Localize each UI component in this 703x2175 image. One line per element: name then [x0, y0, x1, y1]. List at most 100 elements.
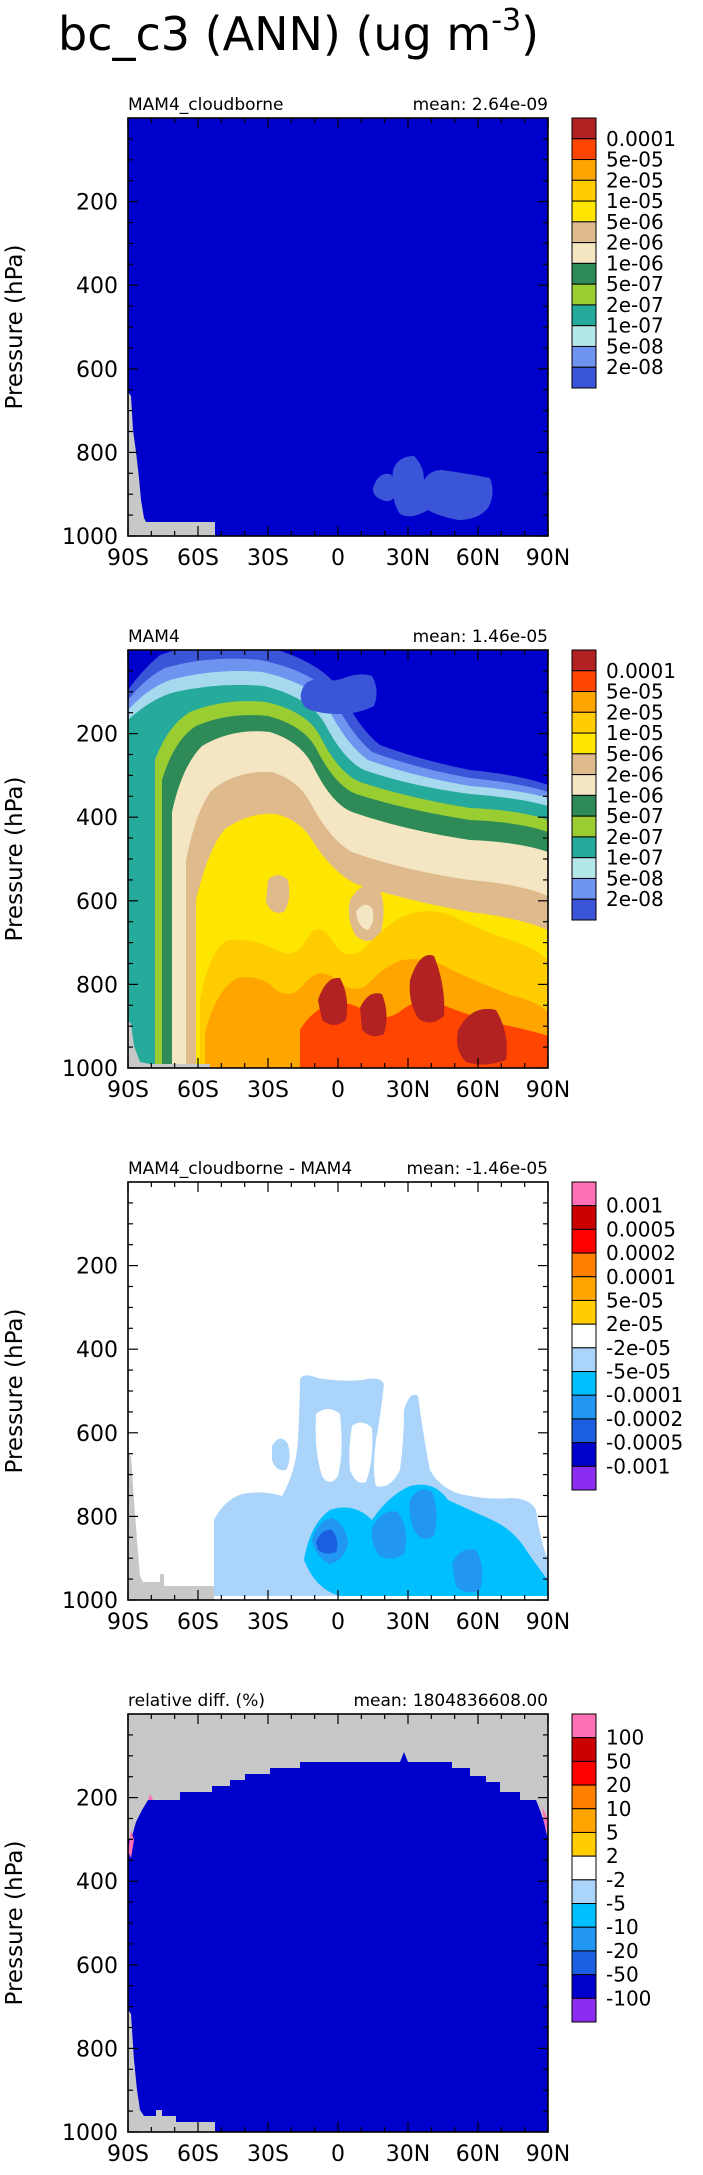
colorbar-label: 2e-06 — [606, 231, 664, 255]
colorbar-box — [571, 1394, 597, 1420]
panel-4-left-title: relative diff. (%) — [128, 1691, 265, 1711]
colorbar-label: 20 — [606, 1773, 631, 1797]
y-tick-label: 1000 — [62, 1589, 118, 1614]
colorbar-label: 2e-06 — [606, 763, 664, 787]
y-tick-label: 800 — [76, 1505, 118, 1530]
colorbar-box — [571, 159, 597, 181]
panel-1-blob-b — [392, 456, 493, 520]
colorbar-box — [571, 1808, 597, 1833]
panel-4: relative diff. (%) mean: 1804836608.00 P… — [2, 1691, 549, 2133]
y-tick-label: 800 — [76, 2037, 118, 2062]
panel-3-hole-a — [315, 1409, 342, 1482]
panel-1-ylabel: Pressure (hPa) — [2, 245, 28, 410]
panel-4-right-title: mean: 1804836608.00 — [353, 1691, 548, 1711]
y-tick-label: 600 — [76, 890, 118, 915]
colorbar-box — [571, 1974, 597, 1999]
y-tick-label: 600 — [76, 1954, 118, 1979]
colorbar-box — [571, 1926, 597, 1952]
colorbar-label: 1e-07 — [606, 314, 664, 338]
panel-2-core-c — [409, 955, 445, 1023]
colorbar-label: 2e-08 — [606, 355, 664, 379]
y-tick-label: 200 — [76, 723, 118, 748]
colorbar-label: -10 — [606, 1915, 639, 1939]
colorbar-label: 5e-05 — [606, 148, 664, 172]
colorbar-box — [571, 242, 597, 264]
x-tick-label: 60S — [177, 2142, 219, 2167]
colorbar-box — [571, 898, 597, 921]
colorbar-label: 0.001 — [606, 1194, 663, 1218]
colorbar-label: 5e-06 — [606, 210, 664, 234]
colorbar-label: -50 — [606, 1963, 639, 1987]
y-tick-label: 1000 — [62, 525, 118, 550]
colorbar-box — [571, 711, 597, 734]
colorbar-box — [571, 774, 597, 796]
panel-3-left-title: MAM4_cloudborne - MAM4 — [128, 1159, 352, 1179]
colorbar-box — [571, 836, 597, 859]
x-tick-label: 30N — [386, 546, 430, 571]
colorbar-label: -2 — [606, 1868, 626, 1892]
colorbar-label: 2e-05 — [606, 168, 664, 192]
x-tick-label: 0 — [331, 2142, 345, 2167]
panel-2-core-b — [360, 993, 387, 1037]
panel-1-blob-a — [372, 473, 397, 502]
colorbar-box — [571, 1831, 597, 1857]
colorbar-label: 0.0001 — [606, 659, 676, 683]
colorbar-box — [571, 262, 597, 285]
x-tick-label: 30N — [386, 1078, 430, 1103]
colorbar-label: 5 — [606, 1820, 619, 1844]
panel-3-band-2e-05-b — [272, 1438, 290, 1471]
colorbar-label: 1e-06 — [606, 251, 664, 275]
x-tick-label: 0 — [331, 546, 345, 571]
colorbar-box — [571, 1713, 597, 1739]
colorbar-box — [571, 815, 597, 838]
colorbar-box — [571, 1299, 597, 1325]
colorbar-label: 2e-07 — [606, 293, 664, 317]
panel-3-missing — [128, 1452, 214, 1600]
colorbar-box — [571, 1228, 597, 1254]
panel-1-field — [128, 118, 548, 536]
colorbar-label: 5e-06 — [606, 742, 664, 766]
page-title: bc_c3 (ANN) (ug m-3) — [58, 3, 539, 61]
panel-4-pink-a — [128, 1830, 134, 1858]
colorbar-box — [571, 1737, 597, 1762]
y-tick-label: 800 — [76, 441, 118, 466]
panel-2-core-d — [457, 1008, 507, 1065]
x-tick-label: 30N — [386, 1610, 430, 1635]
colorbar-label: 10 — [606, 1797, 631, 1821]
x-tick-label: 0 — [331, 1078, 345, 1103]
colorbar-label: -5e-05 — [606, 1360, 671, 1384]
x-tick-label: 90S — [107, 1610, 149, 1635]
colorbar-box — [571, 649, 597, 672]
colorbar-label: 2e-07 — [606, 825, 664, 849]
y-tick-label: 1000 — [62, 1057, 118, 1082]
colorbar-box — [571, 1855, 597, 1881]
colorbar-label: -20 — [606, 1939, 639, 1963]
colorbar-box — [571, 753, 597, 776]
colorbar-box — [571, 304, 597, 327]
colorbar-box — [571, 670, 597, 693]
panel-2: MAM4 mean: 1.46e-05 Pressure (hPa) — [2, 627, 549, 1069]
x-tick-label: 60N — [456, 1078, 500, 1103]
panel-3: MAM4_cloudborne - MAM4 mean: -1.46e-05 P… — [2, 1159, 549, 1601]
panel-3-band-1e-04-c — [409, 1489, 437, 1539]
x-tick-label: 30S — [247, 1610, 289, 1635]
x-tick-label: 90N — [526, 2142, 570, 2167]
colorbar-label: -0.0001 — [606, 1383, 683, 1407]
colorbar-label: 50 — [606, 1749, 631, 1773]
panel-3-hole-b — [349, 1422, 373, 1483]
colorbar-box — [571, 1997, 597, 2023]
colorbar-label: 5e-07 — [606, 804, 664, 828]
colorbar-box — [571, 117, 597, 140]
panel-2-ylabel: Pressure (hPa) — [2, 777, 28, 942]
panel-4-field-main — [128, 1752, 548, 2132]
colorbar-box — [571, 691, 597, 713]
colorbar-box — [571, 325, 597, 347]
panel-3-band-1e-04-b — [371, 1511, 406, 1559]
panel-3-right-title: mean: -1.46e-05 — [406, 1159, 548, 1179]
panel-4-ylabel: Pressure (hPa) — [2, 1841, 28, 2006]
x-tick-label: 60N — [456, 1610, 500, 1635]
panel-1-missing — [128, 392, 215, 536]
x-tick-label: 30S — [247, 546, 289, 571]
colorbar-label: 5e-08 — [606, 334, 664, 358]
y-tick-label: 400 — [76, 1870, 118, 1895]
